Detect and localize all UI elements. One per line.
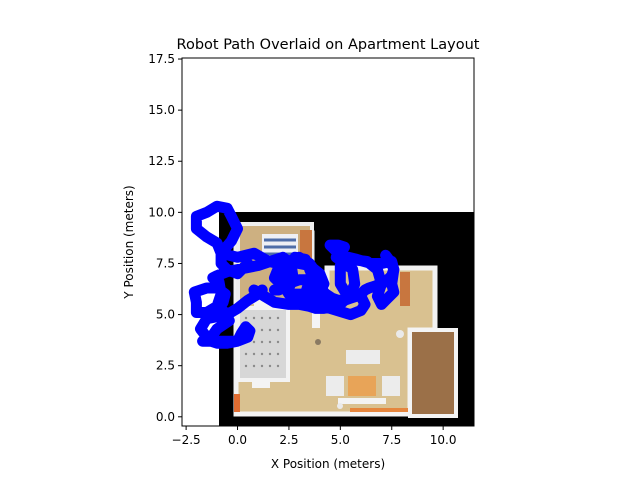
y-tick-label: 12.5 [148,154,175,168]
plot-area [188,200,474,426]
x-axis-label: X Position (meters) [271,457,385,471]
entry-mat [234,394,240,412]
sofa-top [346,350,380,364]
y-tick-label: 17.5 [148,52,175,66]
y-axis-label: Y Position (meters) [122,185,136,299]
y-axis-ticks: 0.0 2.5 5.0 7.5 10.0 12.5 15.0 17.5 [148,52,182,424]
y-tick-label: 10.0 [148,205,175,219]
robot-path-layer [188,200,400,349]
y-tick-label: 0.0 [156,410,175,424]
chart-title: Robot Path Overlaid on Apartment Layout [177,37,480,53]
x-tick-label: 7.5 [382,433,401,447]
robot-path-line-0 [188,200,400,349]
axes-frame [181,57,475,427]
x-axis-ticks: −2.5 0.0 2.5 5.0 7.5 10.0 [172,426,457,447]
y-tick-label: 2.5 [156,359,175,373]
x-tick-label: 10.0 [430,433,457,447]
x-tick-label: 5.0 [331,433,350,447]
wardrobe [300,230,312,260]
y-tick-label: 5.0 [156,308,175,322]
y-tick-label: 7.5 [156,256,175,270]
sofa-right [382,376,400,396]
x-tick-label: 2.5 [279,433,298,447]
x-tick-label: −2.5 [172,433,201,447]
sofa-left [326,376,344,396]
rug-strip [338,398,386,404]
kitchen-counter-right [400,272,410,306]
lamp [337,403,343,409]
y-tick-label: 15.0 [148,103,175,117]
hall-cabinet [254,298,272,306]
plant [396,330,404,338]
coffee-table [348,376,376,396]
balcony-deck [408,328,458,418]
x-tick-label: 0.0 [228,433,247,447]
stool [315,339,321,345]
robot-path-line-2 [269,249,400,306]
tv-stand [350,408,408,414]
bathroom-door [252,380,270,388]
